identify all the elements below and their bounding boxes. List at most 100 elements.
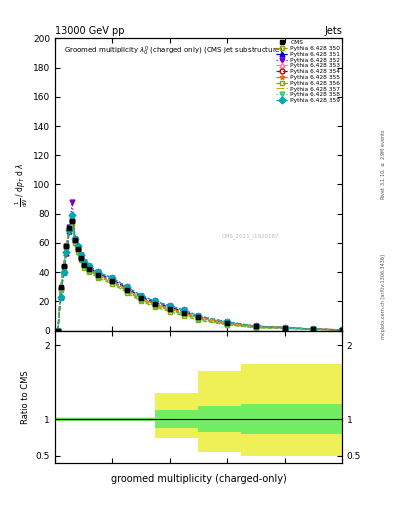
Pythia 6.428 351 <box>167 304 172 310</box>
Pythia 6.428 350 <box>55 328 60 334</box>
Pythia 6.428 355 <box>282 325 287 331</box>
Pythia 6.428 355 <box>75 246 80 252</box>
Pythia 6.428 354 <box>282 325 287 331</box>
Pythia 6.428 352 <box>67 224 72 230</box>
Pythia 6.428 356 <box>67 227 72 233</box>
Pythia 6.428 353 <box>70 218 75 224</box>
Y-axis label: $\frac{1}{\mathrm{d}N}$ / $\mathrm{d}p_T$ $\mathrm{d}$ $\lambda$: $\frac{1}{\mathrm{d}N}$ / $\mathrm{d}p_T… <box>14 162 30 207</box>
Line: Pythia 6.428 351: Pythia 6.428 351 <box>55 214 344 333</box>
CMS <box>87 266 92 272</box>
Pythia 6.428 351 <box>340 327 344 333</box>
Pythia 6.428 358 <box>87 268 92 274</box>
Pythia 6.428 352 <box>64 243 69 249</box>
Pythia 6.428 354 <box>139 295 143 302</box>
Pythia 6.428 358 <box>311 326 316 332</box>
Pythia 6.428 350 <box>196 316 201 322</box>
Pythia 6.428 356 <box>153 304 158 310</box>
Pythia 6.428 356 <box>253 325 258 331</box>
Pythia 6.428 357 <box>55 328 60 334</box>
Pythia 6.428 356 <box>139 298 143 305</box>
Pythia 6.428 350 <box>70 219 75 225</box>
Pythia 6.428 359 <box>182 307 187 313</box>
Pythia 6.428 350 <box>153 303 158 309</box>
Pythia 6.428 358 <box>64 244 69 250</box>
Pythia 6.428 354 <box>182 310 187 316</box>
Pythia 6.428 358 <box>79 256 83 262</box>
Pythia 6.428 354 <box>110 278 115 284</box>
Pythia 6.428 355 <box>110 278 115 284</box>
CMS <box>64 243 69 249</box>
Pythia 6.428 358 <box>182 311 187 317</box>
Pythia 6.428 359 <box>75 243 80 249</box>
Pythia 6.428 352 <box>125 284 129 290</box>
Pythia 6.428 354 <box>96 272 101 278</box>
CMS <box>96 272 101 278</box>
Pythia 6.428 353 <box>125 287 129 293</box>
Pythia 6.428 359 <box>67 227 72 233</box>
Pythia 6.428 359 <box>87 263 92 269</box>
Pythia 6.428 355 <box>182 310 187 316</box>
Pythia 6.428 357 <box>59 285 63 291</box>
Pythia 6.428 356 <box>79 258 83 264</box>
Pythia 6.428 352 <box>282 325 287 331</box>
Pythia 6.428 358 <box>340 327 344 333</box>
Pythia 6.428 358 <box>196 316 201 322</box>
Pythia 6.428 359 <box>81 259 86 265</box>
Pythia 6.428 351 <box>67 228 72 234</box>
Pythia 6.428 353 <box>81 262 86 268</box>
Pythia 6.428 354 <box>67 225 72 231</box>
Pythia 6.428 350 <box>167 307 172 313</box>
Pythia 6.428 356 <box>311 326 316 332</box>
Pythia 6.428 355 <box>87 266 92 272</box>
Pythia 6.428 351 <box>73 237 77 243</box>
Pythia 6.428 354 <box>59 285 63 291</box>
Line: CMS: CMS <box>55 219 344 333</box>
Pythia 6.428 350 <box>67 227 72 233</box>
Pythia 6.428 353 <box>67 225 72 231</box>
CMS <box>70 218 75 224</box>
Pythia 6.428 355 <box>125 287 129 293</box>
Line: Pythia 6.428 359: Pythia 6.428 359 <box>55 212 344 333</box>
Pythia 6.428 353 <box>167 306 172 312</box>
Pythia 6.428 359 <box>139 292 143 298</box>
Pythia 6.428 359 <box>59 294 63 300</box>
Pythia 6.428 352 <box>55 328 60 334</box>
Pythia 6.428 351 <box>64 250 69 256</box>
Pythia 6.428 357 <box>64 243 69 249</box>
Pythia 6.428 354 <box>55 328 60 334</box>
Pythia 6.428 353 <box>79 254 83 261</box>
Pythia 6.428 359 <box>225 319 230 325</box>
Pythia 6.428 352 <box>139 292 143 298</box>
Pythia 6.428 351 <box>87 265 92 271</box>
CMS <box>196 314 201 321</box>
Pythia 6.428 351 <box>81 260 86 266</box>
Pythia 6.428 352 <box>61 265 66 271</box>
Pythia 6.428 356 <box>96 275 101 281</box>
Pythia 6.428 354 <box>87 266 92 272</box>
Pythia 6.428 350 <box>125 288 129 294</box>
Pythia 6.428 350 <box>79 256 83 262</box>
Pythia 6.428 355 <box>81 262 86 268</box>
Pythia 6.428 356 <box>110 281 115 287</box>
Pythia 6.428 354 <box>81 262 86 268</box>
Pythia 6.428 352 <box>167 303 172 309</box>
CMS <box>167 306 172 312</box>
Pythia 6.428 356 <box>125 289 129 295</box>
Line: Pythia 6.428 355: Pythia 6.428 355 <box>55 219 344 333</box>
Pythia 6.428 359 <box>73 236 77 242</box>
Pythia 6.428 350 <box>73 239 77 245</box>
Pythia 6.428 358 <box>153 303 158 309</box>
Pythia 6.428 351 <box>96 270 101 276</box>
Line: Pythia 6.428 352: Pythia 6.428 352 <box>55 200 344 333</box>
Pythia 6.428 351 <box>153 300 158 306</box>
Pythia 6.428 350 <box>87 268 92 274</box>
Pythia 6.428 352 <box>225 319 230 325</box>
Pythia 6.428 358 <box>139 297 143 303</box>
Pythia 6.428 351 <box>75 244 80 250</box>
Pythia 6.428 359 <box>96 269 101 275</box>
Pythia 6.428 356 <box>282 325 287 331</box>
Pythia 6.428 353 <box>340 327 344 333</box>
Pythia 6.428 357 <box>182 310 187 316</box>
Pythia 6.428 353 <box>55 328 60 334</box>
Text: Groomed multiplicity $\lambda_0^0$ (charged only) (CMS jet substructure): Groomed multiplicity $\lambda_0^0$ (char… <box>64 44 283 57</box>
